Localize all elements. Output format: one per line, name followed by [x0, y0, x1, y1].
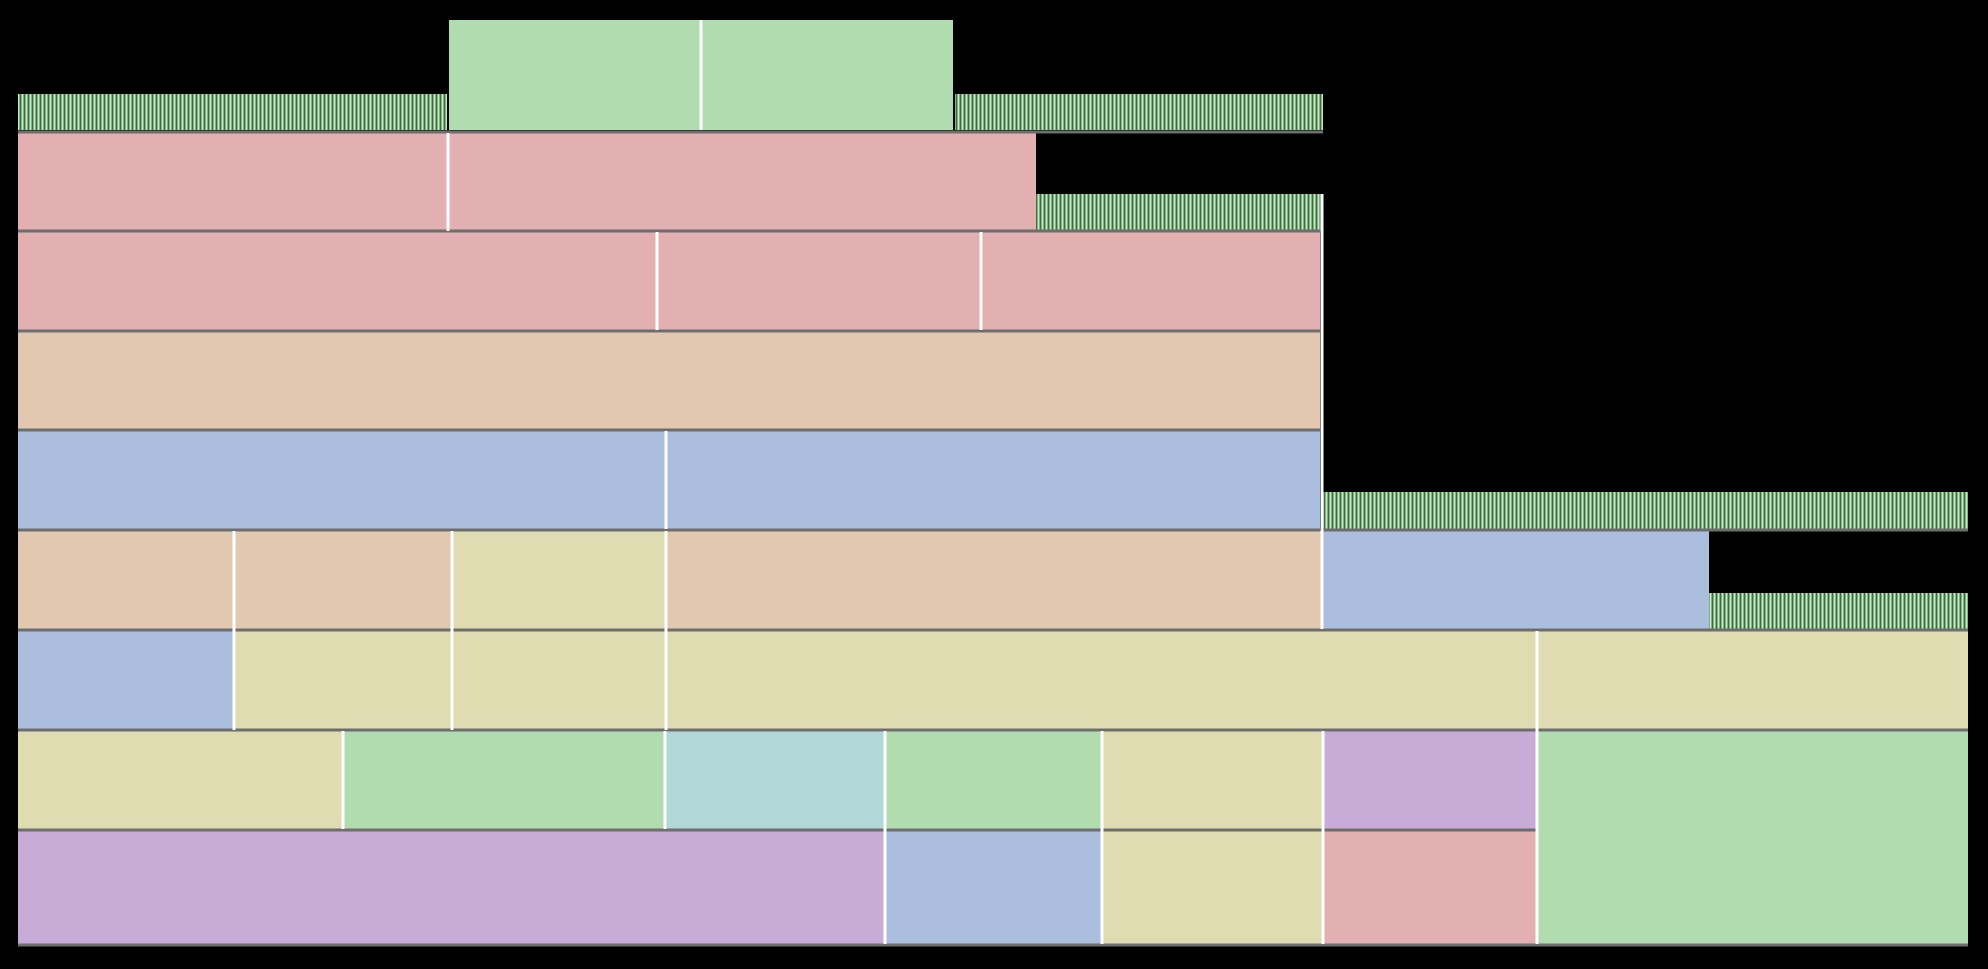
- red-block: [18, 232, 1320, 330]
- green-block: [1537, 731, 1968, 944]
- olive-block: [18, 731, 343, 829]
- orange-block: [666, 531, 1323, 629]
- block-layer: [18, 20, 1968, 944]
- blue-block: [18, 631, 233, 730]
- blue-block: [885, 831, 1102, 944]
- olive-block: [1102, 831, 1323, 944]
- olive-block: [452, 531, 666, 629]
- olive-block: [1102, 731, 1323, 829]
- purple-block: [1323, 731, 1537, 829]
- hatched-bar: [1709, 593, 1968, 629]
- purple-block: [18, 831, 885, 944]
- olive-block: [233, 631, 1968, 730]
- hatched-bar: [955, 94, 1323, 130]
- teal-block: [665, 731, 886, 829]
- blue-block: [1323, 531, 1709, 629]
- separator-layer: [18, 20, 1968, 947]
- orange-block: [18, 332, 1320, 430]
- hatched-bar: [1036, 194, 1323, 231]
- hatched-bar: [1323, 492, 1968, 529]
- green-block: [886, 731, 1102, 829]
- red-block: [1323, 831, 1537, 944]
- hatched-bar: [18, 94, 447, 130]
- red-block: [18, 133, 1036, 231]
- blue-block: [18, 431, 1320, 529]
- green-block: [343, 731, 665, 829]
